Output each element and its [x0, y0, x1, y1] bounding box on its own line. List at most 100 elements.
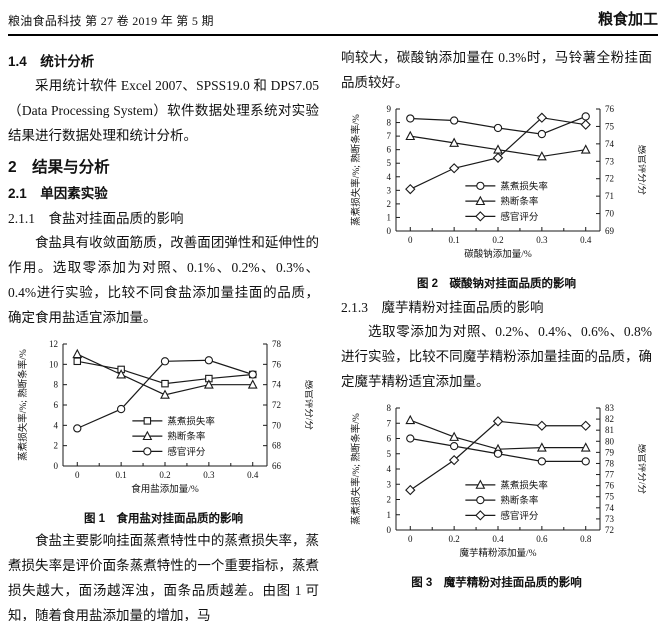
figure-1-chart: 0 2 4 6 8 10 12 66 68 70 72 74 76 78 0 0.1 0.2 0.3 0.4 食用盐添… — [8, 334, 319, 509]
svg-text:82: 82 — [605, 414, 614, 424]
svg-text:69: 69 — [605, 226, 615, 236]
paragraph-salt-analysis: 食盐主要影响挂面蒸煮特性中的蒸煮损失率，蒸煮损失率是评价面条蒸煮特性的一个重要指… — [8, 533, 319, 621]
svg-text:66: 66 — [272, 461, 282, 471]
svg-text:7: 7 — [386, 131, 391, 141]
svg-text:熟断条率: 熟断条率 — [167, 431, 206, 443]
svg-text:70: 70 — [272, 420, 282, 430]
svg-text:74: 74 — [605, 503, 615, 513]
svg-text:76: 76 — [272, 359, 282, 369]
paragraph-konjac-intro: 选取零添加为对照、0.2%、0.4%、0.6%、0.8%进行实验，比较不同魔芋精… — [341, 324, 652, 389]
svg-text:0.2: 0.2 — [159, 470, 170, 480]
svg-text:0.1: 0.1 — [448, 235, 459, 245]
svg-text:71: 71 — [605, 191, 614, 201]
heading-salt-effect: 2.1.1 食盐对挂面品质的影响 — [8, 211, 184, 226]
svg-text:77: 77 — [605, 470, 615, 480]
svg-text:0.4: 0.4 — [580, 235, 592, 245]
svg-text:72: 72 — [272, 400, 281, 410]
svg-text:79: 79 — [605, 447, 615, 457]
svg-text:74: 74 — [605, 139, 615, 149]
svg-text:0.4: 0.4 — [247, 470, 259, 480]
svg-text:蒸煮损失率/%; 熟断条率/%: 蒸煮损失率/%; 熟断条率/% — [17, 349, 29, 461]
svg-text:6: 6 — [386, 145, 391, 155]
svg-text:2: 2 — [386, 495, 391, 505]
figure-2-caption: 图 2 碳酸钠对挂面品质的影响 — [416, 278, 577, 290]
svg-text:0: 0 — [386, 226, 391, 236]
svg-text:4: 4 — [386, 464, 391, 474]
svg-text:感官评分: 感官评分 — [500, 211, 539, 223]
svg-text:0.8: 0.8 — [580, 534, 592, 544]
svg-text:8: 8 — [386, 403, 391, 413]
svg-text:0.4: 0.4 — [492, 534, 504, 544]
svg-text:0: 0 — [386, 525, 391, 535]
figure-2: 0 1 2 3 4 5 6 7 8 9 69 70 71 72 73 74 75 76 0 0.1 0.2 0.3 0.4 碳… — [341, 99, 652, 291]
svg-text:8: 8 — [386, 118, 391, 128]
heading-single-factor: 2.1 单因素实验 — [8, 186, 108, 201]
svg-text:83: 83 — [605, 403, 615, 413]
svg-text:6: 6 — [53, 400, 58, 410]
left-column: 1.4 统计分析 采用统计软件 Excel 2007、SPSS19.0 和 DP… — [8, 45, 319, 621]
svg-text:0: 0 — [53, 461, 58, 471]
svg-text:蒸煮损失率: 蒸煮损失率 — [500, 180, 548, 192]
svg-text:3: 3 — [386, 479, 391, 489]
svg-text:感官评分/分: 感官评分/分 — [636, 444, 646, 495]
svg-text:0.1: 0.1 — [115, 470, 126, 480]
svg-text:2: 2 — [386, 199, 391, 209]
svg-text:81: 81 — [605, 425, 614, 435]
svg-text:蒸煮损失率/%; 熟断条率/%: 蒸煮损失率/%; 熟断条率/% — [350, 114, 362, 226]
heading-statistical-analysis: 1.4 统计分析 — [8, 54, 95, 69]
paragraph-salt-intro: 食盐具有收敛面筋质，改善面团弹性和延伸性的作用。选取零添加为对照、0.1%、0.… — [8, 235, 319, 325]
figure-3: 0 1 2 3 4 5 6 7 8 72 73 74 75 76 77 78 79 80 81 82 83 0 0.2 0.4… — [341, 398, 652, 590]
svg-text:73: 73 — [605, 156, 615, 166]
svg-text:7: 7 — [386, 418, 391, 428]
svg-text:10: 10 — [49, 359, 59, 369]
svg-text:食用盐添加量/%: 食用盐添加量/% — [131, 483, 199, 495]
page-header: 粮油食品科技 第 27 卷 2019 年 第 5 期 粮食加工 — [8, 6, 658, 36]
svg-text:2: 2 — [53, 441, 58, 451]
svg-text:感官评分/分: 感官评分/分 — [636, 145, 646, 196]
svg-text:78: 78 — [272, 339, 282, 349]
svg-text:0: 0 — [408, 235, 413, 245]
svg-text:0.2: 0.2 — [448, 534, 459, 544]
svg-text:1: 1 — [386, 510, 391, 520]
svg-text:75: 75 — [605, 121, 615, 131]
svg-text:碳酸钠添加量/%: 碳酸钠添加量/% — [464, 248, 532, 260]
svg-text:蒸煮损失率/%; 熟断条率/%: 蒸煮损失率/%; 熟断条率/% — [350, 413, 362, 525]
heading-results-discussion: 2 结果与分析 — [8, 159, 110, 176]
svg-text:78: 78 — [605, 458, 615, 468]
section-tag: 粮食加工 — [597, 11, 658, 28]
svg-text:蒸煮损失率: 蒸煮损失率 — [500, 479, 548, 491]
svg-text:12: 12 — [49, 339, 58, 349]
svg-text:0: 0 — [75, 470, 80, 480]
heading-konjac-effect: 2.1.3 魔芋精粉对挂面品质的影响 — [341, 300, 544, 315]
figure-1: 0 2 4 6 8 10 12 66 68 70 72 74 76 78 0 0.1 0.2 0.3 0.4 食用盐添… — [8, 334, 319, 526]
svg-text:75: 75 — [605, 492, 615, 502]
journal-info: 粮油食品科技 第 27 卷 2019 年 第 5 期 — [8, 14, 214, 28]
svg-text:感官评分: 感官评分 — [167, 446, 206, 458]
svg-text:74: 74 — [272, 380, 282, 390]
svg-text:0.6: 0.6 — [536, 534, 548, 544]
two-column-body: 1.4 统计分析 采用统计软件 Excel 2007、SPSS19.0 和 DP… — [8, 36, 658, 621]
svg-text:72: 72 — [605, 525, 614, 535]
svg-text:68: 68 — [272, 441, 282, 451]
svg-text:80: 80 — [605, 436, 615, 446]
svg-text:0.3: 0.3 — [203, 470, 215, 480]
svg-text:73: 73 — [605, 514, 615, 524]
svg-text:5: 5 — [386, 449, 391, 459]
svg-text:6: 6 — [386, 434, 391, 444]
svg-text:0.2: 0.2 — [492, 235, 503, 245]
svg-text:76: 76 — [605, 104, 615, 114]
svg-text:5: 5 — [386, 158, 391, 168]
svg-text:76: 76 — [605, 481, 615, 491]
svg-text:8: 8 — [53, 380, 58, 390]
paragraph-statistical-analysis: 采用统计软件 Excel 2007、SPSS19.0 和 DPS7.05（Dat… — [8, 78, 319, 143]
svg-text:72: 72 — [605, 174, 614, 184]
svg-text:感官评分: 感官评分 — [500, 510, 539, 522]
paragraph-soda-conclusion: 响较大，碳酸钠添加量在 0.3%时，马铃薯全粉挂面品质较好。 — [341, 50, 652, 90]
svg-text:4: 4 — [386, 172, 391, 182]
figure-3-chart: 0 1 2 3 4 5 6 7 8 72 73 74 75 76 77 78 79 80 81 82 83 0 0.2 0.4… — [341, 398, 652, 573]
figure-3-caption: 图 3 魔芋精粉对挂面品质的影响 — [411, 577, 582, 589]
svg-text:1: 1 — [386, 212, 391, 222]
svg-text:9: 9 — [386, 104, 391, 114]
svg-text:蒸煮损失率: 蒸煮损失率 — [167, 415, 215, 427]
